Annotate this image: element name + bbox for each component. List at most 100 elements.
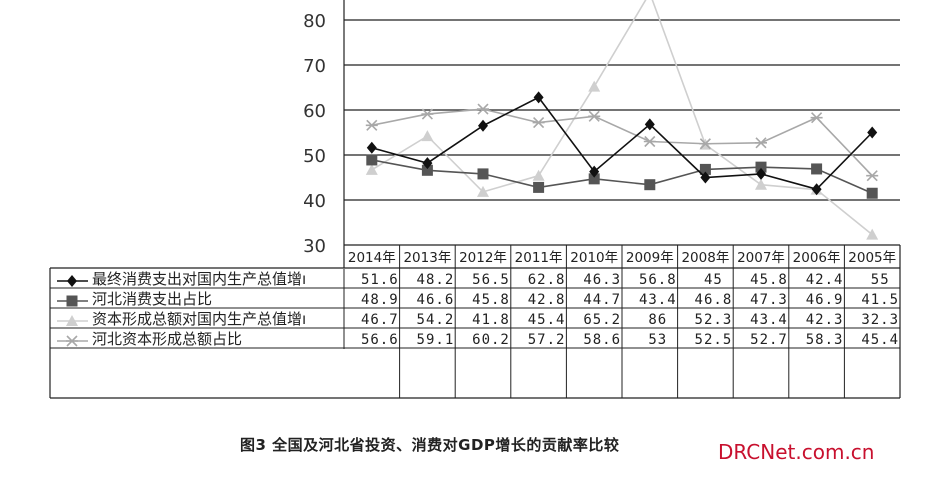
figure-caption: 图3 全国及河北省投资、消费对GDP增长的贡献率比较: [240, 436, 620, 454]
data-label: 51.6: [361, 272, 399, 288]
point-marker: [365, 119, 378, 131]
point-marker: [699, 163, 711, 175]
data-label: 46.8: [695, 292, 733, 308]
point-marker: [644, 179, 656, 191]
point-marker: [811, 163, 823, 175]
data-label: 43.4: [750, 312, 788, 328]
data-label: 52.3: [695, 312, 733, 328]
data-label: 60.2: [472, 332, 510, 348]
data-label: 86: [648, 312, 667, 328]
y-tick-label: 50: [303, 146, 326, 167]
point-marker: [588, 80, 601, 92]
data-label: 59.1: [417, 332, 455, 348]
point-marker: [532, 117, 545, 129]
category-label: 2013年: [403, 250, 451, 266]
point-marker: [588, 173, 600, 185]
y-tick-label: 30: [303, 236, 326, 257]
point-marker: [66, 335, 78, 347]
data-label: 42.3: [806, 312, 844, 328]
point-marker: [699, 138, 712, 150]
legend-label: 资本形成总额对国内生产总值增ı: [92, 310, 306, 328]
data-label: 58.6: [583, 332, 621, 348]
legend-label: 最终消费支出对国内生产总值增ı: [92, 270, 306, 288]
point-marker: [588, 110, 601, 122]
point-marker: [755, 161, 767, 173]
point-marker: [866, 228, 879, 240]
data-label: 45.8: [750, 272, 788, 288]
point-marker: [366, 141, 377, 154]
data-label: 65.2: [583, 312, 621, 328]
category-label: 2007年: [737, 250, 785, 266]
point-marker: [756, 167, 766, 180]
data-label: 53: [648, 332, 667, 348]
data-label: 57.2: [528, 332, 566, 348]
point-marker: [477, 103, 489, 115]
point-marker: [366, 154, 378, 166]
point-marker: [811, 183, 822, 196]
point-marker: [866, 170, 879, 182]
category-label: 2005年: [848, 250, 896, 266]
data-label: 46.7: [361, 312, 399, 328]
watermark: DRCNet.com.cn: [718, 440, 875, 464]
point-marker: [532, 169, 545, 181]
series-line: [371, 0, 873, 236]
point-marker: [421, 130, 434, 142]
point-marker: [422, 157, 433, 170]
data-label: 45: [704, 272, 723, 288]
series-3: [365, 0, 879, 240]
point-marker: [66, 315, 78, 326]
data-label: 47.3: [750, 292, 788, 308]
y-tick-label: 40: [303, 191, 326, 212]
point-marker: [810, 112, 823, 124]
point-marker: [589, 165, 600, 178]
series-4: [365, 103, 879, 182]
data-label: 54.2: [417, 312, 455, 328]
data-label: 46.9: [806, 292, 844, 308]
y-tick-label: 80: [303, 11, 326, 32]
point-marker: [643, 135, 656, 148]
point-marker: [421, 164, 433, 176]
point-marker: [477, 185, 489, 197]
point-marker: [755, 178, 767, 190]
point-marker: [477, 168, 489, 180]
category-label: 2010年: [570, 250, 618, 266]
series-line: [371, 159, 873, 194]
category-label: 2014年: [348, 250, 396, 266]
category-label: 2009年: [626, 250, 674, 266]
data-label: 42.4: [806, 272, 844, 288]
data-label: 52.5: [695, 332, 733, 348]
point-marker: [867, 126, 878, 139]
point-marker: [478, 119, 488, 132]
point-marker: [866, 187, 878, 199]
point-marker: [421, 108, 434, 120]
category-label: 2012年: [459, 250, 507, 266]
data-label: 42.8: [528, 292, 566, 308]
point-marker: [66, 295, 78, 307]
data-label: 41.5: [861, 292, 899, 308]
data-label: 56.8: [639, 272, 677, 288]
point-marker: [533, 181, 545, 193]
legend-label: 河北资本形成总额占比: [92, 330, 242, 348]
category-label: 2006年: [793, 250, 841, 266]
data-label: 48.2: [417, 272, 455, 288]
point-marker: [755, 137, 767, 149]
data-label: 62.8: [528, 272, 566, 288]
point-marker: [365, 163, 378, 175]
data-label: 43.4: [639, 292, 677, 308]
data-label: 56.6: [361, 332, 399, 348]
data-label: 46.6: [417, 292, 455, 308]
point-marker: [67, 275, 77, 287]
data-label: 46.3: [583, 272, 621, 288]
legend-label: 河北消费支出占比: [92, 290, 212, 308]
point-marker: [700, 171, 711, 184]
data-label: 52.7: [750, 332, 788, 348]
series-line: [371, 96, 873, 191]
data-label: 55: [871, 272, 890, 288]
point-marker: [533, 91, 544, 104]
data-label: 48.9: [361, 292, 399, 308]
y-tick-label: 60: [303, 101, 326, 122]
data-label: 41.8: [472, 312, 510, 328]
data-label: 45.4: [861, 332, 899, 348]
data-label: 45.4: [528, 312, 566, 328]
